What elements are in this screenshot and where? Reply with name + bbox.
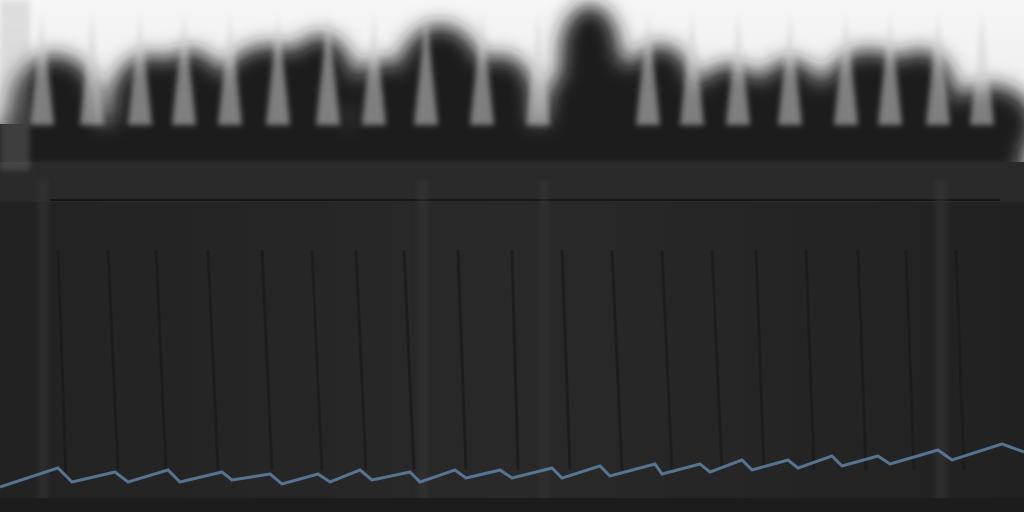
- haze: [0, 0, 30, 170]
- picket-tip-icon: [30, 12, 54, 125]
- fence-boards: [0, 202, 1024, 500]
- picket-tip-icon: [80, 12, 104, 125]
- picket-tip-icon: [316, 12, 340, 125]
- picket-tip-icon: [680, 12, 704, 125]
- picket-tip-icon: [878, 12, 902, 125]
- picket-tip-icon: [526, 12, 550, 125]
- picket-tip-icon: [218, 12, 242, 125]
- picket-tip-icon: [470, 12, 494, 125]
- picket-tip-icon: [834, 12, 858, 125]
- picket-tip-icon: [414, 12, 438, 125]
- picket-tip-icon: [362, 12, 386, 125]
- ground: [0, 498, 1024, 512]
- picket-tip-icon: [172, 12, 196, 125]
- picket-tip-icon: [970, 12, 994, 125]
- picket-tip-icon: [778, 12, 802, 125]
- board-seams: [56, 249, 966, 481]
- picket-tip-icon: [636, 12, 660, 125]
- picket-tip-icon: [926, 12, 950, 125]
- picket-tip-icon: [726, 12, 750, 125]
- light-streaks: [38, 180, 947, 500]
- picket-tips: [30, 12, 994, 125]
- wire: [0, 442, 1024, 489]
- picket-tip-icon: [128, 12, 152, 125]
- top-rail: [0, 162, 1024, 202]
- picket-tip-icon: [266, 12, 290, 125]
